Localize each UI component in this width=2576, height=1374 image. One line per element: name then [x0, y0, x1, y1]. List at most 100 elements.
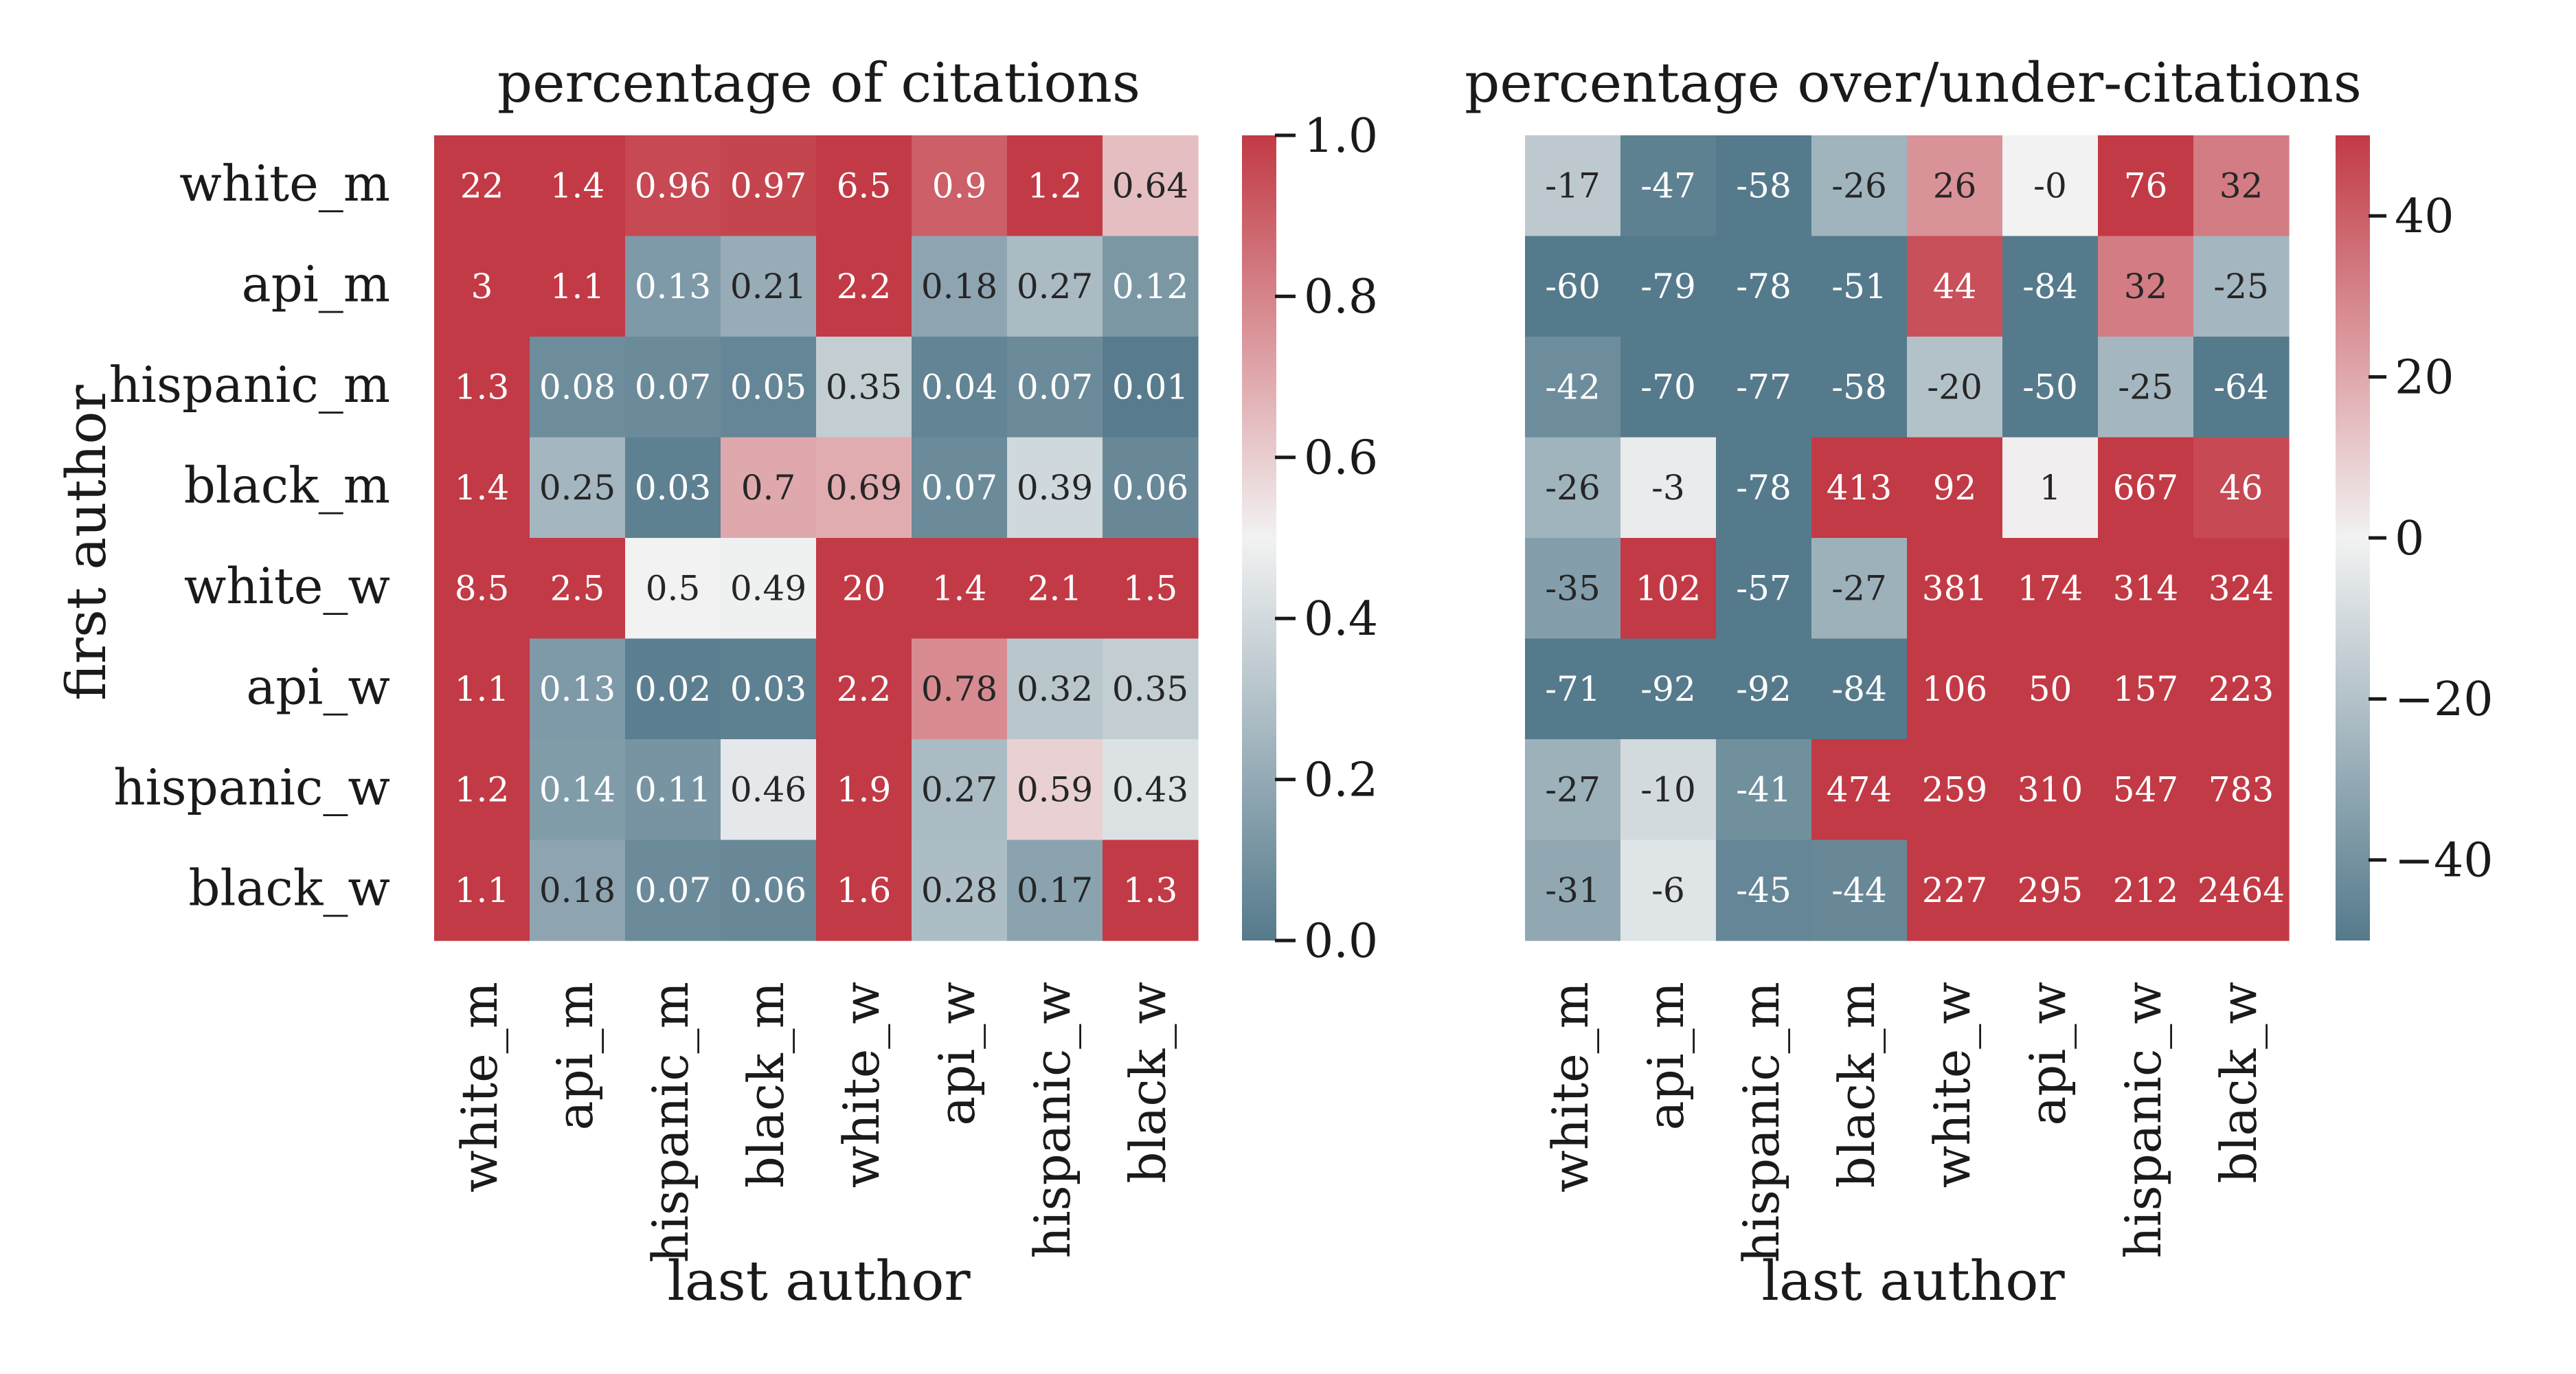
- cell-value-label: 1.3: [455, 367, 510, 407]
- cell-value-label: 0.06: [730, 870, 806, 910]
- cell-value-label: 1.1: [455, 669, 510, 709]
- cell-value-label: 1.3: [1123, 870, 1178, 910]
- cell-value-label: 223: [2208, 669, 2274, 709]
- heatmap-cell: [721, 638, 817, 740]
- cell-value-label: -92: [1640, 669, 1696, 709]
- cell-value-label: 0.17: [1017, 870, 1093, 910]
- cell-value-label: 0.07: [1017, 367, 1093, 407]
- cell-value-label: 1.4: [550, 166, 605, 205]
- cell-value-label: 0.46: [730, 769, 806, 809]
- cell-value-label: -3: [1651, 468, 1685, 508]
- heatmap-cell: [2193, 437, 2290, 539]
- heatmap-cell: [721, 538, 817, 640]
- cell-value-label: 0.27: [921, 769, 997, 809]
- heatmap-cell: [1716, 337, 1812, 438]
- cell-value-label: 20: [842, 568, 886, 608]
- cell-value-label: -42: [1545, 367, 1601, 407]
- heatmap-cell: [912, 437, 1008, 539]
- cell-value-label: 0.7: [741, 468, 796, 508]
- heatmap-cell: [1007, 437, 1103, 539]
- heatmap-cell: [816, 337, 912, 438]
- cell-value-label: -70: [1640, 367, 1696, 407]
- cell-value-label: 0.04: [921, 367, 997, 407]
- cell-value-label: -84: [2022, 267, 2078, 306]
- heatmap-cell: [1103, 135, 1199, 237]
- heatmap-cell: [1716, 437, 1812, 539]
- cell-value-label: 0.49: [730, 568, 806, 608]
- x-tick-label-white-w: white_w: [1923, 982, 1981, 1188]
- colorbar-tick-label: 0.2: [1304, 753, 1378, 807]
- heatmap-cell: [1103, 638, 1199, 740]
- cell-value-label: 0.97: [730, 166, 806, 205]
- cell-value-label: 0.28: [921, 870, 997, 910]
- heatmap-cell: [530, 236, 626, 337]
- cell-value-label: 0.01: [1112, 367, 1188, 407]
- cell-value-label: -79: [1640, 267, 1696, 306]
- heatmap-cell: [1620, 236, 1717, 337]
- cell-value-label: -45: [1736, 870, 1792, 910]
- cell-value-label: -57: [1736, 568, 1792, 608]
- x-axis-label: last author: [667, 1249, 971, 1313]
- heatmap-cell: [1716, 739, 1812, 841]
- cell-value-label: 26: [1933, 166, 1977, 205]
- cell-value-label: 0.27: [1017, 267, 1093, 306]
- cell-value-label: -25: [2213, 267, 2269, 306]
- cell-value-label: -78: [1736, 267, 1792, 306]
- heatmap-cell: [816, 135, 912, 237]
- heatmap-cells: 22 1.4 0.96 0.97 6.5 0.9 1.2 0.64 3 1.1 0.13 0.21 2.…: [434, 135, 1199, 941]
- heatmap-cell: [2193, 638, 2290, 740]
- x-tick-labels: white_m api_m hispanic_m black_m white_w api_…: [1541, 982, 2268, 1263]
- cell-value-label: 1.1: [455, 870, 510, 910]
- citations-heatmap: percentage of citations last author firs…: [54, 51, 1378, 1313]
- heatmap-cell: [530, 638, 626, 740]
- cell-value-label: 102: [1636, 568, 1701, 608]
- cell-value-label: 0.07: [635, 870, 711, 910]
- colorbar-tick-label: 40: [2395, 190, 2454, 244]
- heatmap-cell: [1007, 840, 1103, 941]
- heatmap-cell: [434, 135, 530, 237]
- heatmap-cell: [1525, 337, 1621, 438]
- x-tick-label-hispanic-m: hispanic_m: [1732, 982, 1790, 1263]
- heatmap-cell: [1716, 638, 1812, 740]
- x-tick-label-black-w: black_w: [2210, 982, 2268, 1184]
- x-tick-label-black-m: black_m: [737, 982, 795, 1188]
- colorbar-tick-label: 0.4: [1304, 592, 1378, 646]
- heatmap-cell: [1620, 538, 1717, 640]
- heatmap-cell: [1103, 236, 1199, 337]
- cell-value-label: 783: [2208, 769, 2274, 809]
- cell-value-label: 310: [2018, 769, 2083, 809]
- heatmap-cell: [2193, 538, 2290, 640]
- cell-value-label: 0.43: [1112, 769, 1188, 809]
- heatmap-cell: [625, 739, 721, 841]
- cell-value-label: 8.5: [455, 568, 510, 608]
- cell-value-label: 0.03: [730, 669, 806, 709]
- cell-value-label: -35: [1545, 568, 1601, 608]
- cell-value-label: -27: [1545, 769, 1601, 809]
- heatmap-cell: [1620, 337, 1717, 438]
- cell-value-label: 32: [2219, 166, 2263, 205]
- heatmap-cell: [816, 739, 912, 841]
- cell-value-label: 1.4: [455, 468, 510, 508]
- cell-value-label: 0.5: [646, 568, 701, 608]
- heatmap-cell: [912, 739, 1008, 841]
- cell-value-label: 0.9: [932, 166, 987, 205]
- cell-value-label: 50: [2029, 669, 2072, 709]
- x-tick-label-api-m: api_m: [546, 982, 604, 1130]
- heatmap-cell: [1907, 437, 2003, 539]
- heatmap-cell: [1907, 337, 2003, 438]
- heatmap-cell: [434, 236, 530, 337]
- heatmap-cell: [434, 437, 530, 539]
- heatmap-cell: [1907, 135, 2003, 237]
- cell-value-label: 227: [1922, 870, 1987, 910]
- cell-value-label: 1: [2040, 468, 2061, 508]
- cell-value-label: -47: [1640, 166, 1696, 205]
- x-tick-label-white-m: white_m: [451, 982, 508, 1193]
- heatmap-cell: [912, 337, 1008, 438]
- cell-value-label: -77: [1736, 367, 1792, 407]
- heatmap-cell: [1525, 638, 1621, 740]
- heatmap-cell: [2002, 840, 2099, 941]
- heatmap-cell: [1811, 437, 1908, 539]
- heatmap-cell: [1907, 840, 2003, 941]
- y-tick-label-white-w: white_w: [184, 557, 390, 615]
- heatmap-cell: [2002, 135, 2099, 237]
